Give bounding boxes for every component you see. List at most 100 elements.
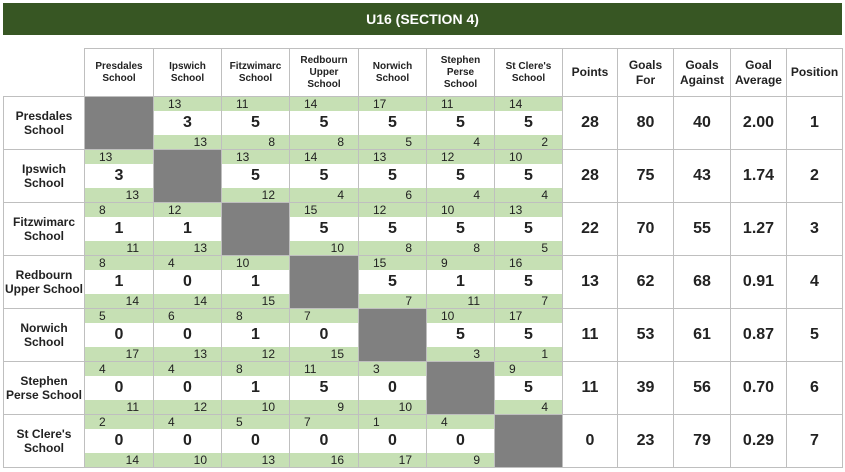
result-cell: 11 5 8: [221, 96, 290, 150]
stat-cell: 5: [786, 308, 843, 362]
result-main: 1: [85, 270, 153, 294]
result-bottom: 1: [495, 347, 562, 361]
result-cell: 13 5 6: [358, 149, 427, 203]
result-top: 4: [427, 415, 494, 429]
stat-cell: 55: [673, 202, 731, 256]
column-header: Points: [562, 48, 618, 97]
column-header: Goal Average: [730, 48, 787, 97]
team-row: Presdales School 13 3 13 11 5 8 14 5 8 17 5 5 11 5 4 14 5…: [3, 96, 843, 150]
result-cell: 11 5 4: [426, 96, 495, 150]
goals-for: 80: [636, 114, 655, 131]
result-cell: 1 0 17: [358, 414, 427, 468]
stat-cell: 22: [562, 202, 618, 256]
result-top: 4: [85, 362, 153, 376]
result-cell: 8 1 10: [221, 361, 290, 415]
team-name: Presdales School: [15, 109, 73, 137]
corner-cell: [3, 48, 85, 97]
row-header: Fitzwimarc School: [3, 202, 85, 256]
goal-average: 0.91: [742, 273, 775, 290]
result-bottom: 7: [359, 294, 426, 308]
stat-cell: 0.91: [730, 255, 787, 309]
result-cell: 12 5 4: [426, 149, 495, 203]
result-bottom: 13: [154, 241, 221, 255]
goals-against: 79: [693, 432, 711, 449]
goals-against: 68: [693, 273, 711, 290]
result-cell: 13 3 13: [84, 149, 154, 203]
result-main: 5: [359, 164, 426, 188]
goals-against: 56: [693, 379, 711, 396]
league-table: Presdales School Ipswich School Fitzwimarc…: [3, 48, 843, 468]
result-top: 15: [290, 203, 358, 217]
team-row: Ipswich School 13 3 13 13 5 12 14 5 4 13 5 6 12 5 4 10 5 4…: [3, 149, 843, 203]
result-bottom: 4: [427, 188, 494, 202]
result-bottom: 9: [290, 400, 358, 414]
row-header: Ipswich School: [3, 149, 85, 203]
result-cell: 14 5 2: [494, 96, 563, 150]
result-bottom: 10: [359, 400, 426, 414]
stat-cell: 61: [673, 308, 731, 362]
result-cell: 8 1 14: [84, 255, 154, 309]
result-cell: 7 0 16: [289, 414, 359, 468]
result-top: 5: [222, 415, 289, 429]
stat-cell: 56: [673, 361, 731, 415]
result-top: 8: [85, 256, 153, 270]
result-main: 0: [359, 429, 426, 453]
result-bottom: 14: [85, 453, 153, 467]
result-cell: 2 0 14: [84, 414, 154, 468]
result-bottom: 4: [495, 188, 562, 202]
stat-cell: 11: [562, 308, 618, 362]
team-name: Norwich School: [20, 321, 68, 349]
result-top: 1: [359, 415, 426, 429]
result-bottom: 7: [495, 294, 562, 308]
stat-cell: 23: [617, 414, 674, 468]
result-bottom: 13: [154, 135, 221, 149]
result-bottom: 3: [427, 347, 494, 361]
stat-cell: 2: [786, 149, 843, 203]
result-cell: 4 0 12: [153, 361, 222, 415]
result-top: 13: [359, 150, 426, 164]
result-cell: 4 0 10: [153, 414, 222, 468]
column-header-text: Goals Against: [679, 57, 724, 87]
stat-cell: 2.00: [730, 96, 787, 150]
result-bottom: 10: [222, 400, 289, 414]
result-main: 5: [495, 164, 562, 188]
position: 4: [810, 273, 819, 290]
result-top: 4: [154, 256, 221, 270]
result-bottom: 15: [290, 347, 358, 361]
result-main: 0: [290, 323, 358, 347]
header-row: Presdales School Ipswich School Fitzwimarc…: [3, 48, 843, 97]
title-bar: U16 (SECTION 4): [3, 3, 842, 35]
column-header-text: Stephen Perse School: [440, 54, 481, 90]
result-main: 0: [85, 376, 153, 400]
goals-for: 75: [636, 167, 655, 184]
position: 7: [810, 432, 819, 449]
column-header: Goals Against: [673, 48, 731, 97]
result-bottom: 6: [359, 188, 426, 202]
result-bottom: 4: [495, 400, 562, 414]
result-main: 5: [495, 376, 562, 400]
result-bottom: 13: [85, 188, 153, 202]
column-header: Norwich School: [358, 48, 427, 97]
result-cell: 5 0 17: [84, 308, 154, 362]
points: 28: [581, 114, 599, 131]
result-main: 0: [222, 429, 289, 453]
result-main: 0: [427, 429, 494, 453]
result-top: 9: [495, 362, 562, 376]
result-cell: 10 5 3: [426, 308, 495, 362]
result-top: 12: [427, 150, 494, 164]
goals-against: 55: [693, 220, 711, 237]
result-main: 1: [222, 376, 289, 400]
result-cell: 8 1 12: [221, 308, 290, 362]
result-main: 5: [495, 217, 562, 241]
result-cell: 16 5 7: [494, 255, 563, 309]
stat-cell: 13: [562, 255, 618, 309]
result-cell: 7 0 15: [289, 308, 359, 362]
stat-cell: 40: [673, 96, 731, 150]
result-cell: 12 1 13: [153, 202, 222, 256]
goal-average: 0.29: [742, 432, 775, 449]
result-top: 11: [290, 362, 358, 376]
result-bottom: 17: [85, 347, 153, 361]
result-main: 0: [154, 323, 221, 347]
result-top: 17: [359, 97, 426, 111]
team-row: Fitzwimarc School 8 1 11 12 1 13 15 5 10 12 5 8 10 5 8 1…: [3, 202, 843, 256]
